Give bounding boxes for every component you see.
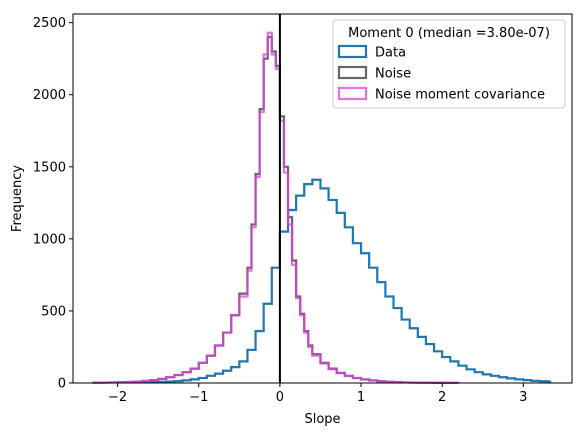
x-tick-label: −1 (189, 390, 208, 405)
x-axis-ticks: −2 −1 0 1 2 3 (108, 383, 527, 405)
x-tick-label: 2 (438, 390, 446, 405)
x-tick-label: 1 (357, 390, 365, 405)
y-axis-label: Frequency (10, 165, 25, 232)
legend-label: Noise moment covariance (375, 88, 545, 103)
y-tick-label: 1500 (33, 160, 66, 175)
x-tick-label: 3 (519, 390, 527, 405)
x-axis-label: Slope (304, 412, 340, 427)
legend-swatch (337, 86, 368, 101)
histogram-series-data (132, 178, 552, 384)
legend: Moment 0 (median =3.80e-07) Data Noise Noi… (332, 19, 566, 109)
legend-swatch (337, 44, 368, 59)
y-axis-ticks: 0 500 1000 1500 2000 2500 (33, 16, 73, 392)
y-tick-label: 2500 (33, 16, 66, 31)
histogram-series-noise-moment-covariance (92, 31, 460, 384)
legend-label: Data (375, 46, 406, 61)
legend-entries: Data Noise Noise moment covariance (337, 44, 545, 103)
y-tick-label: 0 (58, 377, 66, 392)
legend-label: Noise (375, 67, 411, 82)
legend-box (332, 19, 566, 109)
y-tick-label: 2000 (33, 88, 66, 103)
histogram-series-layer (92, 31, 552, 384)
y-tick-label: 1000 (33, 232, 66, 247)
x-tick-label: 0 (276, 390, 284, 405)
legend-title: Moment 0 (median =3.80e-07) (348, 26, 550, 41)
legend-swatch (337, 65, 368, 80)
plot-area-frame (72, 13, 573, 384)
y-tick-label: 500 (41, 304, 66, 319)
x-tick-label: −2 (108, 390, 127, 405)
